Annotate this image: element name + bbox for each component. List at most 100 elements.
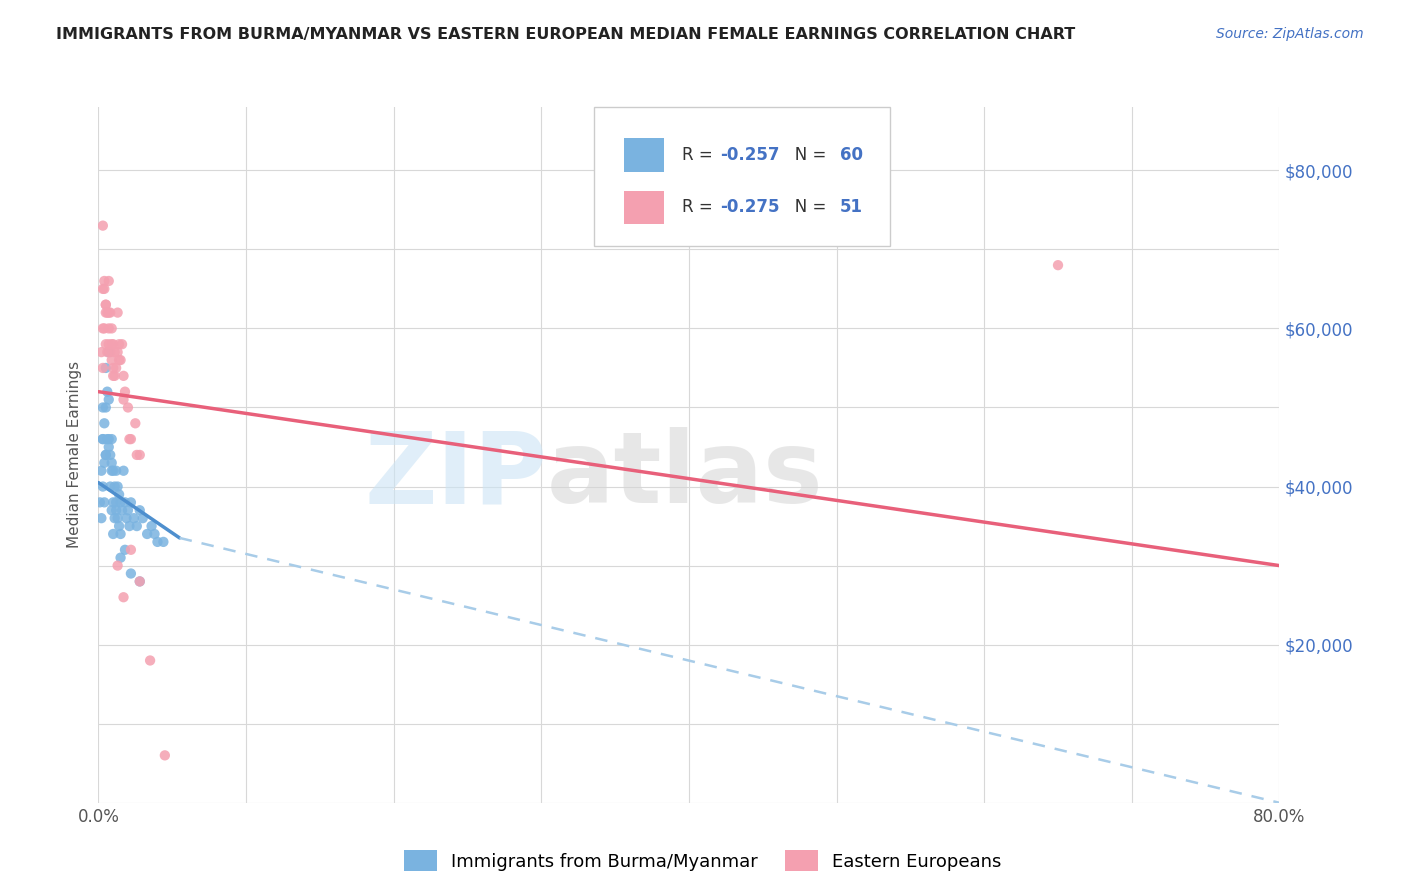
Legend: Immigrants from Burma/Myanmar, Eastern Europeans: Immigrants from Burma/Myanmar, Eastern E… <box>398 843 1008 879</box>
Point <box>114 542 136 557</box>
Text: -0.257: -0.257 <box>720 146 779 164</box>
Point <box>108 353 131 368</box>
Point <box>94 401 117 415</box>
Point <box>91 479 114 493</box>
Point <box>112 591 135 605</box>
Point <box>110 495 132 509</box>
Point <box>93 417 115 431</box>
Point <box>97 392 120 407</box>
Point <box>91 361 114 376</box>
Point <box>90 345 112 359</box>
Point <box>94 448 117 462</box>
Point <box>124 417 146 431</box>
Point <box>94 305 117 319</box>
Point <box>107 558 129 573</box>
Point <box>90 511 112 525</box>
Point <box>100 456 122 470</box>
Point <box>120 542 142 557</box>
Point <box>112 392 135 407</box>
Text: N =: N = <box>779 198 831 216</box>
Text: R =: R = <box>682 198 718 216</box>
Point <box>122 511 145 525</box>
Point <box>94 298 117 312</box>
Point <box>93 282 115 296</box>
Bar <box>624 138 664 172</box>
Point <box>89 495 111 509</box>
Point <box>139 653 162 667</box>
Point <box>125 519 148 533</box>
Text: 60: 60 <box>841 146 863 164</box>
Text: -0.275: -0.275 <box>720 198 779 216</box>
Point <box>100 321 122 335</box>
Point <box>97 440 120 454</box>
Point <box>115 511 138 525</box>
Point <box>91 282 114 296</box>
Point <box>117 503 139 517</box>
Point <box>108 519 131 533</box>
Point <box>91 401 114 415</box>
Point <box>107 479 129 493</box>
Point <box>107 345 129 359</box>
Point <box>104 511 127 525</box>
Point <box>105 503 128 517</box>
Point <box>100 337 122 351</box>
Point <box>93 321 115 335</box>
Point <box>128 574 150 589</box>
Point <box>94 361 117 376</box>
Point <box>104 479 127 493</box>
Point <box>97 274 120 288</box>
Point <box>128 503 150 517</box>
Point <box>104 368 127 383</box>
Point <box>143 527 166 541</box>
Point <box>125 448 148 462</box>
Point <box>111 503 134 517</box>
Point <box>97 305 120 319</box>
Point <box>93 456 115 470</box>
Bar <box>624 191 664 224</box>
FancyBboxPatch shape <box>595 107 890 246</box>
Point <box>97 321 120 335</box>
Point <box>112 368 135 383</box>
Point <box>90 464 112 478</box>
Point <box>108 487 131 501</box>
Point <box>91 321 114 335</box>
Point <box>118 519 141 533</box>
Text: N =: N = <box>779 146 831 164</box>
Point <box>105 464 128 478</box>
Point <box>114 495 136 509</box>
Point <box>146 535 169 549</box>
Point <box>98 448 121 462</box>
Point <box>97 337 120 351</box>
Point <box>100 353 122 368</box>
Text: R =: R = <box>682 146 718 164</box>
Point <box>110 527 132 541</box>
Point <box>103 361 125 376</box>
Point <box>108 337 131 351</box>
Point <box>104 345 127 359</box>
Point <box>96 384 118 399</box>
Point <box>1046 258 1069 272</box>
Point <box>107 511 129 525</box>
Point <box>97 345 120 359</box>
Point <box>110 550 132 565</box>
Point <box>110 353 132 368</box>
Point <box>118 432 141 446</box>
Point <box>141 519 163 533</box>
Point <box>112 464 135 478</box>
Point <box>93 274 115 288</box>
Text: 51: 51 <box>841 198 863 216</box>
Point <box>128 574 150 589</box>
Text: IMMIGRANTS FROM BURMA/MYANMAR VS EASTERN EUROPEAN MEDIAN FEMALE EARNINGS CORRELA: IMMIGRANTS FROM BURMA/MYANMAR VS EASTERN… <box>56 27 1076 42</box>
Point <box>103 464 125 478</box>
Text: ZIP: ZIP <box>364 427 547 524</box>
Point <box>120 495 142 509</box>
Point <box>91 432 114 446</box>
Point <box>94 298 117 312</box>
Point <box>98 479 121 493</box>
Text: Source: ZipAtlas.com: Source: ZipAtlas.com <box>1216 27 1364 41</box>
Point <box>117 401 139 415</box>
Point <box>91 432 114 446</box>
Point <box>107 305 129 319</box>
Point <box>153 748 176 763</box>
Point <box>120 432 142 446</box>
